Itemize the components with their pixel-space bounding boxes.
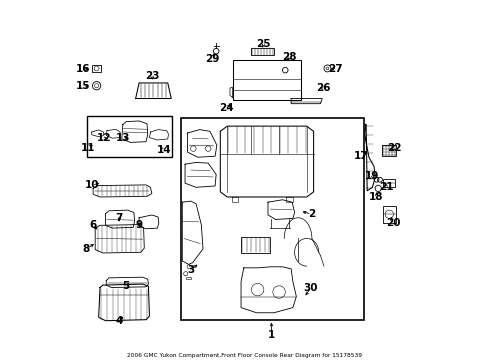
Text: 2: 2 <box>307 209 315 219</box>
Text: 15: 15 <box>75 81 90 91</box>
Bar <box>382 179 394 186</box>
Bar <box>241 238 270 253</box>
Bar <box>87 116 172 157</box>
Text: 9: 9 <box>135 220 142 230</box>
Bar <box>180 117 363 320</box>
Text: 3: 3 <box>187 265 194 275</box>
Bar <box>92 65 101 72</box>
Text: 2006 GMC Yukon Compartment,Front Floor Console Rear Diagram for 15178539: 2006 GMC Yukon Compartment,Front Floor C… <box>127 353 361 358</box>
Bar <box>250 48 274 55</box>
Text: 13: 13 <box>115 133 130 143</box>
Text: 7: 7 <box>116 213 123 223</box>
Text: 14: 14 <box>157 145 171 155</box>
Text: 22: 22 <box>387 143 401 153</box>
Bar <box>186 277 190 279</box>
Text: 24: 24 <box>219 103 233 113</box>
Bar <box>233 60 300 99</box>
Text: 26: 26 <box>315 83 330 93</box>
Text: 25: 25 <box>256 39 270 49</box>
Text: 18: 18 <box>368 192 383 202</box>
Text: 21: 21 <box>378 182 393 192</box>
Text: 28: 28 <box>282 52 296 62</box>
Text: 5: 5 <box>122 281 130 291</box>
Text: 29: 29 <box>205 54 220 64</box>
Text: 6: 6 <box>89 220 97 230</box>
Text: 19: 19 <box>365 171 379 181</box>
Text: 16: 16 <box>75 64 90 74</box>
Text: 23: 23 <box>144 71 159 81</box>
Text: 10: 10 <box>84 180 99 190</box>
Text: 4: 4 <box>116 316 123 326</box>
Bar <box>381 145 395 156</box>
Text: 1: 1 <box>267 329 275 339</box>
Text: 8: 8 <box>82 244 90 254</box>
Text: 30: 30 <box>303 283 318 293</box>
Text: 20: 20 <box>385 218 400 228</box>
Bar <box>382 206 395 223</box>
Text: 11: 11 <box>81 143 95 153</box>
Text: 27: 27 <box>327 64 342 74</box>
Text: 17: 17 <box>353 151 368 161</box>
Text: 12: 12 <box>97 133 112 143</box>
